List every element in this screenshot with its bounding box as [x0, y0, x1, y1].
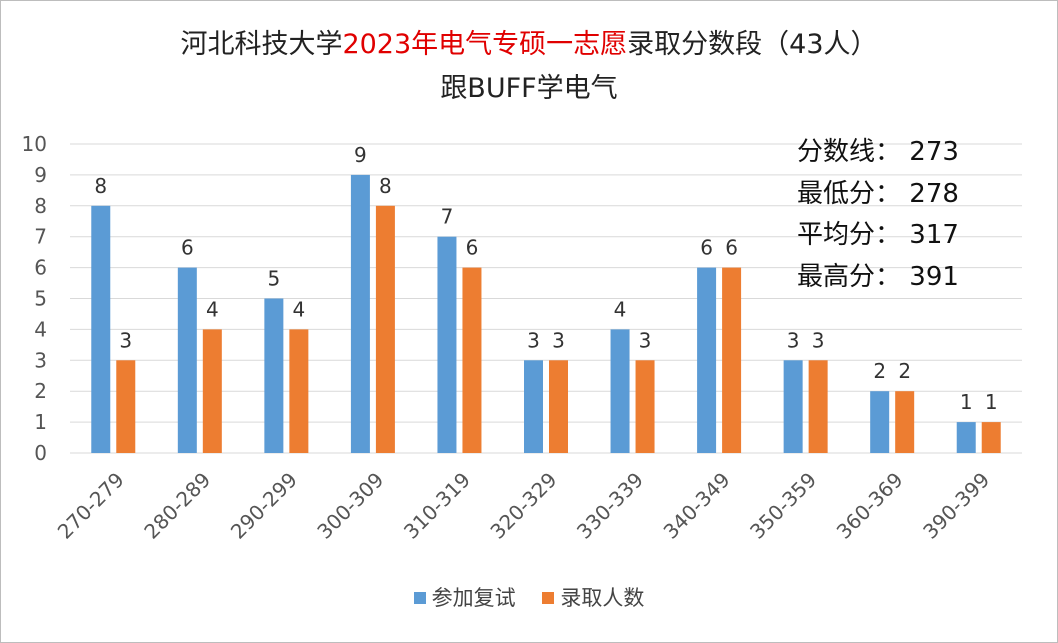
stat-value: 317 [909, 220, 959, 250]
y-tick-label: 4 [34, 317, 47, 341]
data-label: 2 [873, 359, 886, 383]
data-label: 3 [527, 328, 540, 352]
bar [783, 360, 803, 453]
stat-label: 分数线： [797, 137, 902, 167]
data-label: 7 [441, 205, 454, 229]
y-tick-label: 7 [34, 225, 47, 249]
data-label: 6 [725, 236, 738, 260]
stat-value: 273 [909, 137, 959, 167]
data-label: 3 [787, 328, 800, 352]
y-tick-label: 6 [34, 256, 47, 280]
stat-max: 最高分： 391 [797, 257, 959, 299]
data-label: 4 [292, 297, 305, 321]
y-tick-label: 8 [34, 194, 47, 218]
legend-label: 参加复试 [431, 586, 516, 610]
bar [697, 267, 717, 453]
x-tick-label: 360-369 [832, 468, 908, 544]
x-tick-label: 330-339 [572, 468, 648, 544]
data-label: 1 [985, 390, 998, 414]
y-tick-label: 2 [34, 379, 47, 403]
x-tick-label: 310-319 [399, 468, 475, 544]
data-label: 4 [614, 297, 627, 321]
stat-label: 最低分： [797, 178, 902, 209]
stat-min: 最低分： 278 [797, 174, 959, 216]
y-tick-label: 1 [34, 410, 47, 434]
x-tick-label: 280-289 [139, 468, 215, 544]
title-part1: 河北科技大学 [180, 29, 343, 60]
bar [289, 329, 309, 453]
bar [722, 267, 742, 453]
bar [264, 298, 284, 453]
x-tick-label: 270-279 [53, 468, 129, 544]
bar [116, 360, 136, 453]
x-tick-label: 390-399 [918, 468, 994, 544]
x-tick-label: 350-359 [745, 468, 821, 544]
data-label: 3 [119, 328, 132, 352]
bar [202, 329, 222, 453]
stats-box: 分数线： 273 最低分： 278 平均分： 317 最高分： 391 [797, 132, 959, 298]
data-label: 1 [960, 390, 973, 414]
data-label: 8 [94, 174, 107, 198]
legend-swatch-orange [542, 592, 555, 604]
data-label: 3 [812, 328, 825, 352]
bar [91, 205, 111, 453]
data-label: 6 [700, 236, 713, 260]
y-tick-label: 3 [34, 348, 47, 372]
bar [635, 360, 655, 453]
data-label: 8 [379, 174, 392, 198]
legend-item-series2: 录取人数 [542, 582, 644, 612]
title-highlight: 2023年电气专硕一志愿 [342, 29, 628, 60]
bar [870, 391, 890, 453]
y-tick-label: 10 [22, 132, 47, 156]
x-tick-label: 320-329 [485, 468, 561, 544]
bar [524, 360, 543, 453]
legend: 参加复试 录取人数 [0, 582, 1058, 612]
stat-label: 平均分： [797, 220, 902, 250]
stat-label: 最高分： [797, 261, 902, 292]
bar [462, 267, 482, 453]
bar [375, 205, 395, 453]
legend-label: 录取人数 [560, 586, 645, 610]
y-tick-label: 0 [34, 441, 47, 465]
chart-subtitle: 跟BUFF学电气 [440, 73, 618, 104]
bar [808, 360, 828, 453]
y-tick-label: 9 [34, 163, 47, 187]
bar [981, 422, 1001, 453]
data-label: 2 [898, 359, 911, 383]
stat-value: 278 [909, 178, 959, 209]
bar [895, 391, 915, 453]
data-label: 4 [206, 297, 219, 321]
stat-cutoff: 分数线： 273 [797, 132, 959, 174]
title-part3: 录取分数段（43人） [627, 29, 878, 60]
legend-item-series1: 参加复试 [413, 582, 516, 612]
stat-value: 391 [909, 261, 959, 292]
bar [610, 329, 630, 453]
x-tick-label: 290-299 [226, 468, 302, 544]
data-label: 3 [639, 328, 652, 352]
bar [177, 267, 197, 453]
x-tick-label: 300-309 [312, 468, 388, 544]
chart-title: 河北科技大学2023年电气专硕一志愿录取分数段（43人） [0, 26, 1058, 64]
data-label: 6 [181, 236, 194, 260]
data-label: 5 [267, 267, 280, 291]
data-label: 3 [552, 328, 565, 352]
data-label: 9 [354, 143, 367, 167]
bar [350, 174, 370, 453]
bar [437, 236, 457, 453]
data-label: 6 [466, 236, 479, 260]
bar [549, 360, 568, 453]
y-tick-label: 5 [34, 287, 47, 311]
stat-average: 平均分： 317 [797, 215, 959, 257]
bar [956, 422, 976, 453]
legend-swatch-blue [413, 592, 426, 604]
x-tick-label: 340-349 [659, 468, 735, 544]
